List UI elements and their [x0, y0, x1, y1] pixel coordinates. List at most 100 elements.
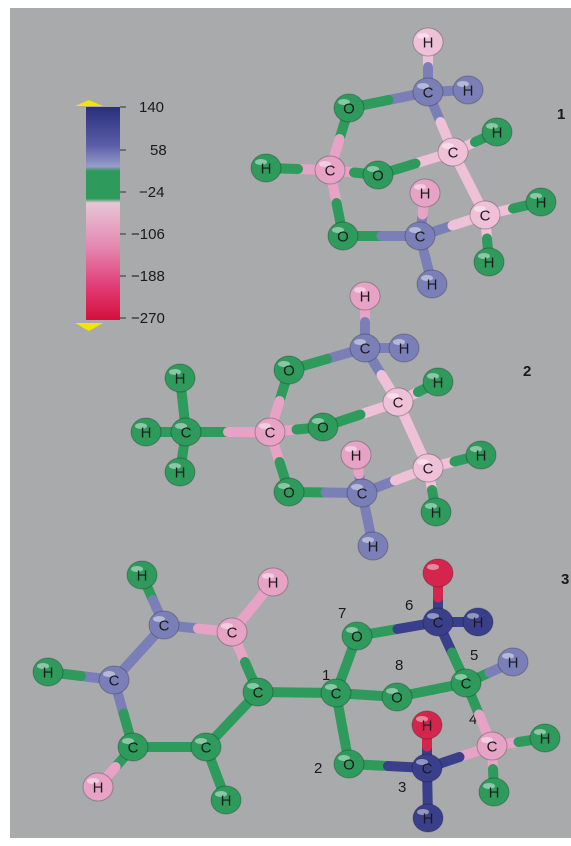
atom-h: H [529, 723, 561, 753]
bonds-layer [43, 37, 550, 823]
molecule-label-2: 2 [523, 363, 531, 380]
atom-symbol: H [423, 35, 434, 52]
atom-o: O [327, 221, 359, 251]
atom-symbol: H [492, 125, 503, 142]
atoms-layer: H C H O C H H C O H O C C H H H H C H O H C H H C C O H C H H O C H H H H C C O… [32, 27, 561, 833]
atom-h: H [357, 531, 389, 561]
atom-sphere [273, 477, 305, 507]
atom-sphere [411, 710, 443, 740]
atom-sphere [412, 77, 444, 107]
atom-sphere [82, 772, 114, 802]
atom-sphere [349, 281, 381, 311]
atom-highlight [417, 459, 429, 465]
atom-symbol: H [360, 289, 371, 306]
atom-sphere [473, 247, 505, 277]
atom-highlight [153, 616, 165, 622]
atom-sphere [525, 187, 557, 217]
atom-symbol: C [433, 615, 444, 632]
atom-sphere [404, 221, 436, 251]
atom-symbol: O [351, 629, 363, 646]
atom-symbol: C [461, 676, 472, 693]
atom-sphere [340, 440, 372, 470]
atom-h: H [481, 117, 513, 147]
atom-sphere [190, 732, 222, 762]
atom-highlight [278, 361, 290, 367]
atom-symbol: H [540, 731, 551, 748]
atom-highlight [169, 463, 181, 469]
atom-o: O [273, 477, 305, 507]
atom-c: C [422, 607, 454, 637]
atom-o: O [307, 412, 339, 442]
atom-symbol: H [420, 186, 431, 203]
scale-tick-label: −24 [139, 184, 164, 201]
atom-highlight [122, 738, 134, 744]
atom-symbol: C [480, 208, 491, 225]
atom-c: C [469, 200, 501, 230]
atom-sphere [148, 610, 180, 640]
atom-symbol: O [317, 420, 329, 437]
atom-sphere [314, 155, 346, 185]
atom-c: C [314, 155, 346, 185]
atom-h: H [412, 803, 444, 833]
atom-sphere [481, 117, 513, 147]
atom-sphere [117, 732, 149, 762]
atom-highlight [486, 123, 498, 129]
atom-sphere [357, 531, 389, 561]
scale-tick-label: 140 [139, 99, 164, 116]
atom-sphere [412, 27, 444, 57]
atom-highlight [457, 81, 469, 87]
scale-tick-label: 58 [150, 142, 167, 159]
atom-highlight [278, 483, 290, 489]
atom-highlight [175, 423, 187, 429]
figure-panel: 140 58 −24 −106 −188 −270 1 2 3 7 6 1 8 … [10, 8, 571, 838]
atom-sphere [130, 417, 162, 447]
atom-symbol: C [423, 85, 434, 102]
atom-h: H [388, 333, 420, 363]
atom-h: H [32, 657, 64, 687]
atom-c: C [411, 753, 443, 783]
atom-h: H [452, 75, 484, 105]
atom-symbol: C [227, 625, 238, 642]
atom-c: C [170, 417, 202, 447]
molecule-label-3: 3 [561, 571, 569, 588]
atom-h: H [416, 269, 448, 299]
atom-symbol: C [128, 740, 139, 757]
atom-highlight [87, 778, 99, 784]
atom-highlight [221, 623, 233, 629]
atom-c: C [190, 732, 222, 762]
atom-highlight [467, 613, 479, 619]
atom-sphere [98, 665, 130, 695]
atom-sphere [529, 723, 561, 753]
atom-number: 6 [405, 597, 413, 614]
atom-o: O [341, 621, 373, 651]
atom-symbol: H [473, 615, 484, 632]
atom-symbol: C [415, 229, 426, 246]
atom-symbol: H [43, 665, 54, 682]
atom-highlight [103, 671, 115, 677]
atom-o [422, 558, 454, 588]
atom-symbol: H [268, 575, 279, 592]
atom-number: 1 [322, 667, 330, 684]
atom-h: H [82, 772, 114, 802]
atom-number: 3 [398, 779, 406, 796]
atom-h: H [473, 247, 505, 277]
atom-highlight [474, 206, 486, 212]
atom-highlight [338, 99, 350, 105]
atom-highlight [481, 737, 493, 743]
atom-sphere [164, 363, 196, 393]
atom-c: C [254, 417, 286, 447]
atom-symbol: O [343, 101, 355, 118]
atom-symbol: H [137, 568, 148, 585]
atom-highlight [312, 418, 324, 424]
atom-symbol: C [181, 425, 192, 442]
scale-gradient [86, 107, 120, 320]
atom-sphere [216, 617, 248, 647]
atom-sphere [437, 137, 469, 167]
atom-h: H [349, 281, 381, 311]
atom-highlight [427, 564, 439, 570]
atom-h: H [525, 187, 557, 217]
atom-symbol: C [265, 425, 276, 442]
atom-highlight [534, 729, 546, 735]
atom-c: C [346, 478, 378, 508]
atom-symbol: C [360, 341, 371, 358]
